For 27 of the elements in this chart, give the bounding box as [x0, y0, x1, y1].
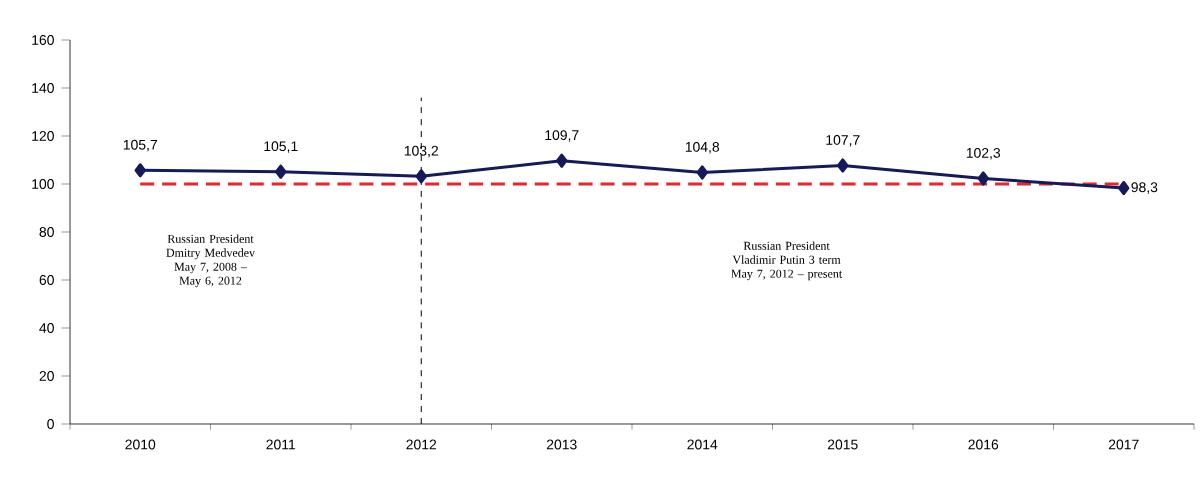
x-tick-label: 2015 [827, 439, 858, 450]
x-tick-label: 2012 [406, 439, 437, 450]
annotation: Russian President Dmitry Medvedev May 7, 2008 – May 6, 2012 [166, 234, 256, 288]
y-tick-label: 40 [39, 323, 54, 333]
y-tick-label: 140 [32, 83, 54, 93]
annotation: Russian President Vladimir Putin 3 term May 7, 2012 – present [731, 241, 843, 281]
data-label: 104,8 [685, 141, 720, 154]
x-tick-label: 2010 [125, 439, 156, 450]
y-tick-label: 100 [32, 179, 54, 189]
y-tick-label: 80 [39, 227, 54, 237]
data-label: 98,3 [1131, 182, 1158, 194]
x-tick-label: 2014 [687, 439, 718, 450]
data-label: 102,3 [966, 147, 1001, 160]
data-label: 107,7 [826, 135, 860, 147]
y-tick-label: 60 [39, 275, 54, 285]
data-label: 105,7 [123, 139, 157, 152]
data-label: 109,7 [545, 130, 579, 142]
y-tick-label: 160 [32, 35, 54, 45]
y-tick-label: 120 [32, 131, 54, 141]
data-label: 103,2 [404, 145, 438, 158]
data-label: 105,1 [264, 141, 298, 153]
x-tick-label: 2017 [1108, 439, 1139, 450]
x-tick-label: 2016 [968, 439, 999, 450]
y-tick-label: 0 [47, 419, 54, 429]
y-tick-label: 20 [39, 371, 54, 381]
x-tick-label: 2011 [266, 439, 296, 450]
x-tick-label: 2013 [546, 439, 577, 450]
